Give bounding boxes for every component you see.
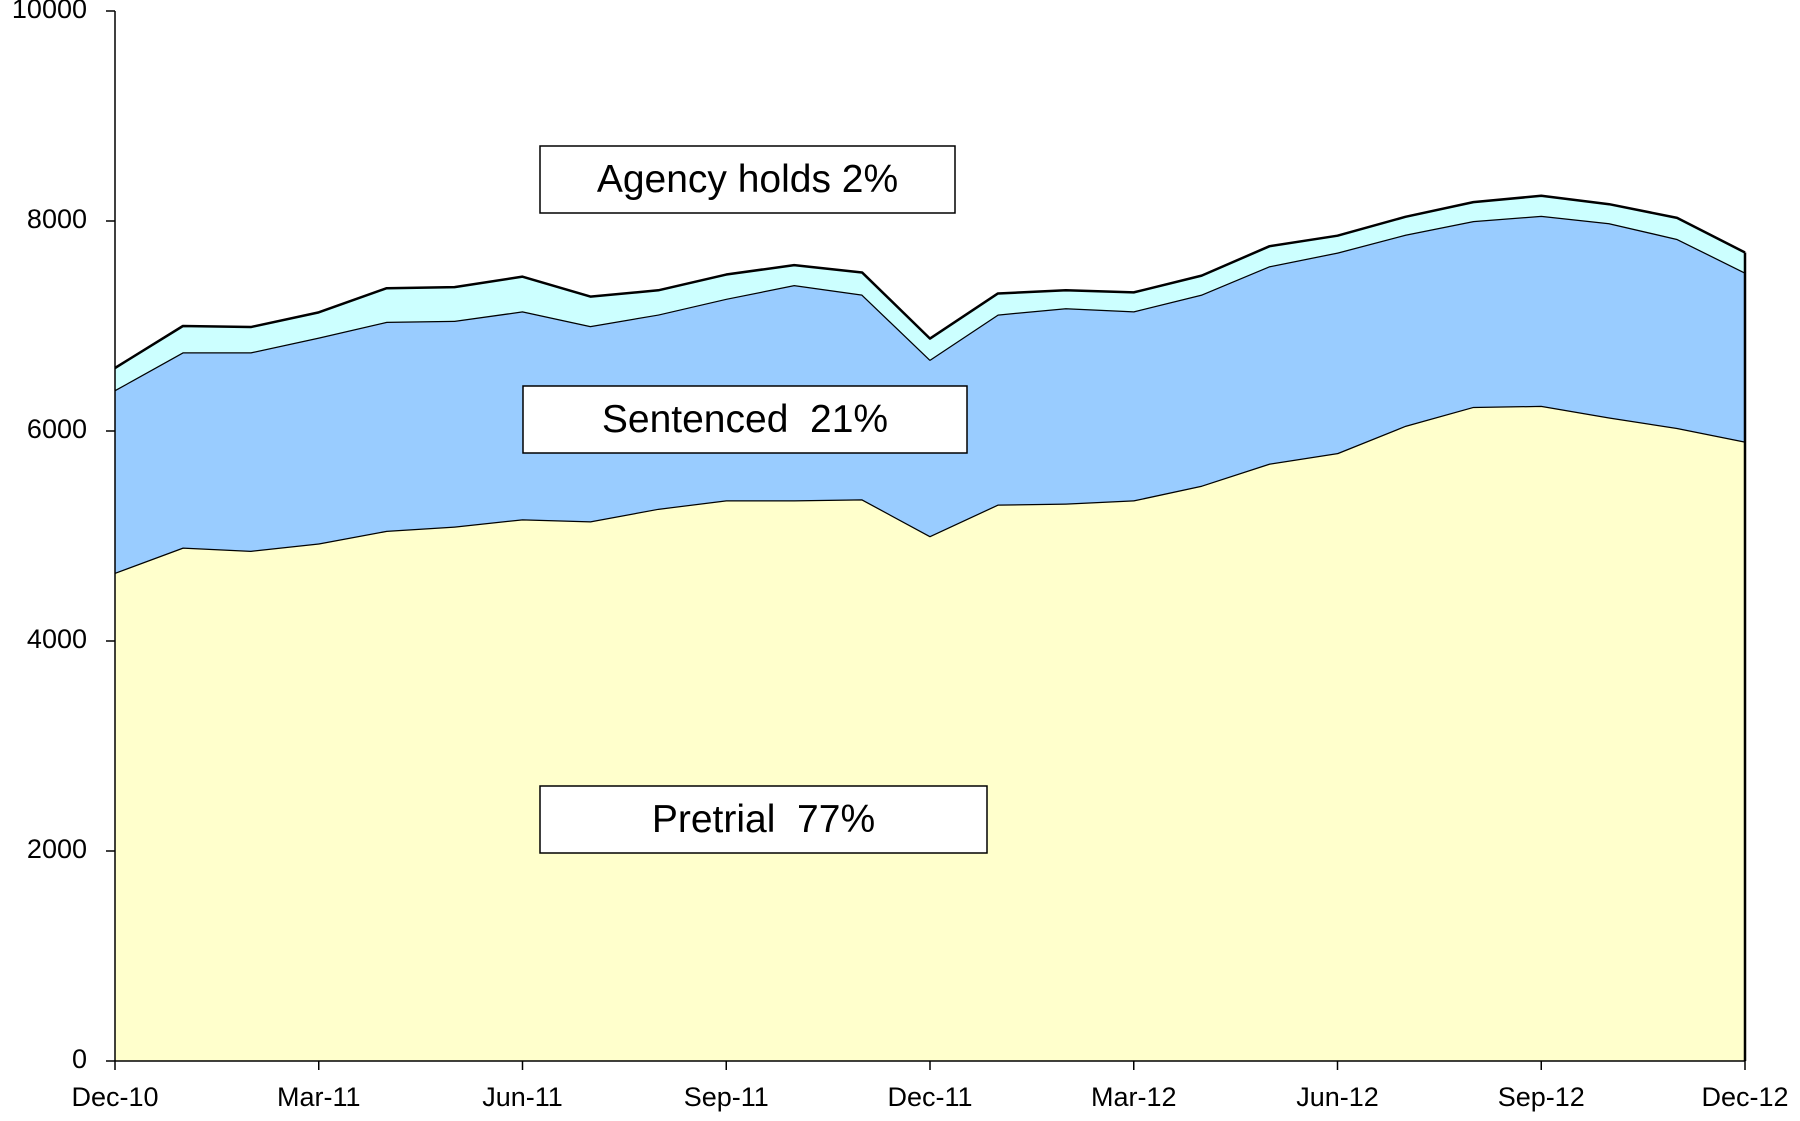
x-tick-label: Sep-12 (1498, 1082, 1585, 1112)
x-tick-label: Mar-12 (1091, 1082, 1177, 1112)
series-label-box (522, 385, 968, 454)
x-tick-label: Mar-11 (277, 1082, 361, 1112)
x-tick-label: Dec-10 (71, 1082, 158, 1112)
y-tick-label: 10000 (12, 0, 87, 24)
area-edge (114, 194, 1746, 370)
series-label-box (539, 785, 988, 854)
series-label: Sentenced 21% (602, 398, 888, 441)
x-tick-label: Sep-11 (684, 1082, 769, 1112)
y-tick-label: 6000 (27, 414, 87, 444)
x-tick-label: Jun-11 (482, 1082, 563, 1112)
area (115, 405, 1745, 1061)
y-tick-label: 8000 (27, 204, 87, 234)
series-label-box (539, 145, 956, 214)
series-label: Pretrial 77% (652, 798, 875, 841)
series-label: Agency holds 2% (597, 158, 898, 201)
y-tick-label: 2000 (27, 834, 87, 864)
y-tick-label: 0 (72, 1044, 87, 1074)
x-tick-label: Dec-11 (887, 1082, 972, 1112)
area (115, 195, 1745, 391)
x-tick-label: Jun-12 (1296, 1082, 1379, 1112)
x-tick-label: Dec-12 (1701, 1082, 1788, 1112)
y-tick-label: 4000 (27, 624, 87, 654)
